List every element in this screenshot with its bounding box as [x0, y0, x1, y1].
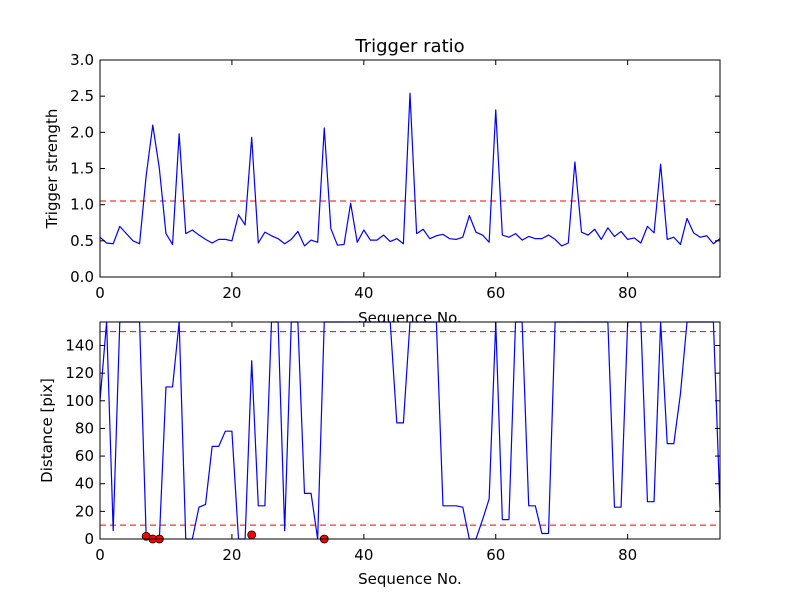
top-y-tick-label: 0.5: [70, 232, 94, 250]
bottom-y-tick-label: 80: [75, 419, 94, 437]
top-y-tick-label: 1.5: [70, 160, 94, 178]
bottom-x-tick-label: 20: [222, 546, 241, 564]
bottom-y-axis-label: Distance [pix]: [38, 378, 56, 483]
top-subplot: Trigger ratio 0 20 40 60 80 0.0 0.5 1.0 1.5 2.0 2…: [43, 36, 721, 327]
top-y-tick-label: 0.0: [70, 268, 94, 286]
top-plot-area: [100, 60, 720, 277]
top-x-tick-label: 20: [222, 284, 241, 302]
bottom-x-tick-label: 60: [486, 546, 505, 564]
bottom-y-tick-label: 40: [75, 475, 94, 493]
bottom-x-tick-label: 0: [95, 546, 105, 564]
bottom-x-axis-label: Sequence No.: [358, 570, 462, 588]
bottom-y-tick-label: 20: [75, 502, 94, 520]
bottom-marker-point: [247, 530, 257, 540]
top-y-tick-label: 2.5: [70, 87, 94, 105]
bottom-y-tick-label: 0: [84, 530, 94, 548]
bottom-y-tick-label: 100: [65, 392, 94, 410]
bottom-y-tick-label: 120: [65, 364, 94, 382]
top-y-axis-label: Trigger strength: [43, 109, 61, 230]
top-series-line-0: [99, 92, 721, 247]
top-y-ticks: 0.0 0.5 1.0 1.5 2.0 2.5 3.0: [70, 51, 720, 286]
top-x-ticks: 0 20 40 60 80: [95, 60, 637, 302]
top-y-tick-label: 2.0: [70, 123, 94, 141]
bottom-x-tick-label: 80: [618, 546, 637, 564]
top-x-tick-label: 80: [618, 284, 637, 302]
bottom-x-tick-label: 40: [354, 546, 373, 564]
top-series-group: [99, 92, 721, 247]
bottom-subplot: 0 20 40 60 80 0 20 40 60 80 100 120 140 Sequence No…: [38, 321, 721, 588]
top-chart-title: Trigger ratio: [354, 36, 464, 57]
top-x-tick-label: 60: [486, 284, 505, 302]
bottom-x-ticks: 0 20 40 60 80: [95, 322, 637, 564]
top-x-tick-label: 40: [354, 284, 373, 302]
bottom-y-tick-label: 60: [75, 447, 94, 465]
top-x-tick-label: 0: [95, 284, 105, 302]
bottom-plot-area: [100, 322, 720, 539]
bottom-y-tick-label: 140: [65, 336, 94, 354]
bottom-plot-frame: [99, 321, 721, 540]
bottom-threshold-group: [100, 331, 720, 526]
bottom-y-ticks: 0 20 40 60 80 100 120 140: [65, 336, 720, 548]
top-y-tick-label: 1.0: [70, 196, 94, 214]
top-y-tick-label: 3.0: [70, 51, 94, 69]
